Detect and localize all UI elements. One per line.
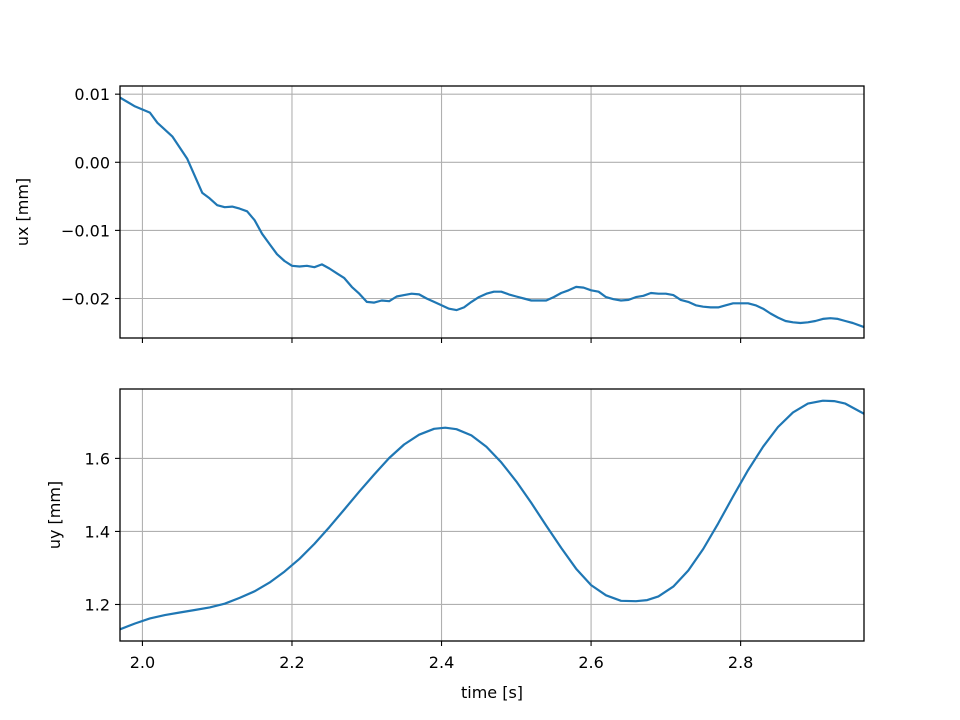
ux-series-line: [120, 96, 864, 329]
uy-y-tick-label: 1.4: [85, 522, 110, 541]
ux-series-group: [120, 96, 864, 329]
ux-axes-frame: [119, 85, 865, 339]
ux-x-gridlines: [141, 86, 742, 338]
uy-subplot: 2.0 2.2 2.4 2.6 2.8 1.2 1.4 1.6 uy [mm] time […: [45, 388, 865, 702]
uy-y-axis-label: uy [mm]: [45, 481, 64, 549]
uy-x-gridlines: [141, 389, 742, 641]
uy-y-ticks: 1.2 1.4 1.6: [85, 449, 120, 614]
uy-series-line: [120, 399, 864, 631]
uy-axes-frame: [119, 388, 865, 642]
ux-plot-area: [120, 86, 864, 338]
uy-x-tick-label: 2.0: [130, 653, 155, 672]
ux-y-tick-label: 0.00: [74, 153, 110, 172]
uy-x-axis-label: time [s]: [461, 683, 523, 702]
uy-series-group: [120, 399, 864, 631]
ux-y-tick-label: 0.01: [74, 85, 110, 104]
ux-y-gridlines: [120, 93, 864, 300]
ux-x-ticks: [141, 338, 742, 343]
ux-subplot: 0.01 0.00 −0.01 −0.02 ux [mm]: [13, 85, 865, 343]
uy-y-gridlines: [120, 457, 864, 606]
uy-x-tick-label: 2.2: [279, 653, 304, 672]
uy-x-tick-label: 2.6: [578, 653, 603, 672]
uy-y-tick-label: 1.2: [85, 595, 110, 614]
uy-y-tick-label: 1.6: [85, 449, 110, 468]
uy-x-tick-label: 2.8: [728, 653, 753, 672]
uy-x-tick-label: 2.4: [429, 653, 454, 672]
ux-y-axis-label: ux [mm]: [13, 178, 32, 246]
ux-y-tick-label: −0.02: [61, 289, 110, 308]
ux-y-tick-label: −0.01: [61, 221, 110, 240]
uy-x-ticks: 2.0 2.2 2.4 2.6 2.8: [130, 641, 753, 672]
uy-plot-area: [120, 389, 864, 641]
ux-y-ticks: 0.01 0.00 −0.01 −0.02: [61, 85, 120, 308]
